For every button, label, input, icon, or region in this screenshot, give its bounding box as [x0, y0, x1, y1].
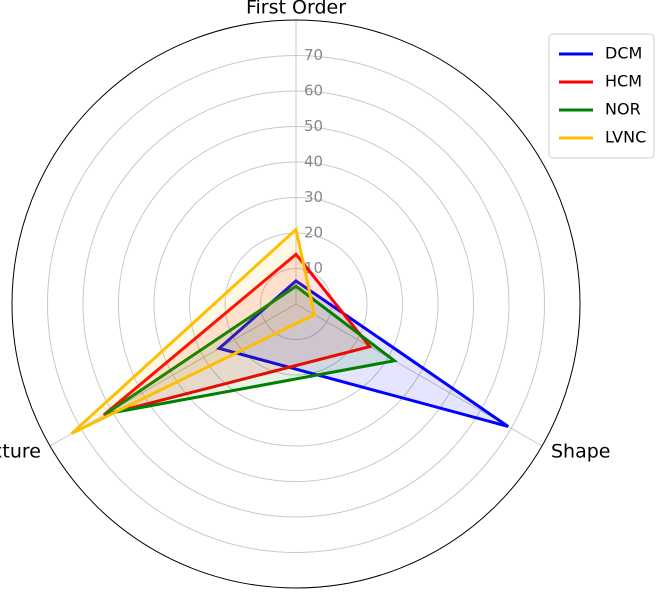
legend-box: [548, 33, 655, 159]
category-label: Shape: [551, 441, 611, 463]
outer-circle: [11, 19, 581, 589]
series-area: [103, 254, 370, 415]
r-tick-label: 70: [304, 46, 323, 64]
legend-label: HCM: [605, 72, 642, 91]
category-label: Texture: [0, 441, 41, 463]
series-area: [219, 280, 509, 427]
r-tick-label: 30: [304, 188, 323, 206]
legend-label: LVNC: [605, 128, 646, 147]
r-tick-label: 40: [304, 153, 323, 171]
spoke: [49, 303, 297, 447]
r-tick-label: 60: [304, 82, 323, 100]
series-line: [104, 284, 398, 416]
r-tick-label: 20: [304, 224, 323, 242]
series-line: [102, 252, 373, 417]
series-line: [216, 279, 509, 428]
series-line: [70, 226, 317, 435]
legend-label: NOR: [605, 100, 641, 119]
category-label: First Order: [246, 0, 346, 19]
legend-label: DCM: [605, 44, 642, 63]
r-tick-label: 50: [304, 117, 323, 135]
series-area: [71, 229, 315, 434]
